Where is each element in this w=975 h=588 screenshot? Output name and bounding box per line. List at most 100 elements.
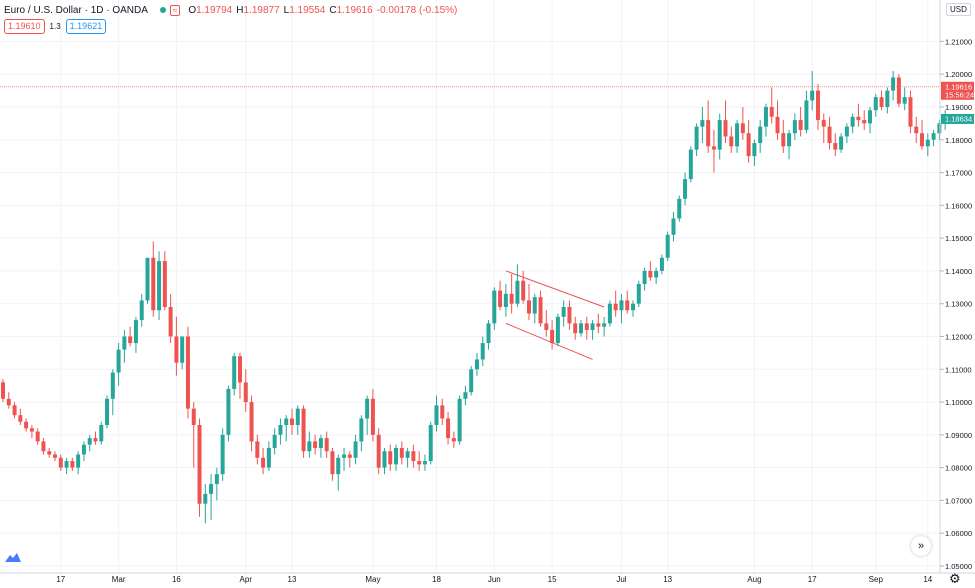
candle-body bbox=[110, 372, 115, 399]
candle bbox=[723, 100, 728, 144]
candle-body bbox=[290, 418, 294, 426]
candle bbox=[740, 106, 745, 140]
candle bbox=[116, 343, 121, 386]
candle bbox=[544, 310, 549, 337]
ohlc-open: O1.19794 bbox=[188, 4, 233, 16]
candle-body bbox=[544, 323, 549, 330]
candle-body bbox=[405, 451, 410, 458]
candle-body bbox=[503, 293, 508, 307]
y-tick-label: 1.13000 bbox=[945, 300, 972, 309]
candle-body bbox=[185, 336, 190, 409]
tradingview-logo-icon[interactable] bbox=[4, 551, 22, 563]
candle-body bbox=[174, 336, 179, 363]
candle-body bbox=[821, 120, 826, 127]
candle-body bbox=[509, 293, 514, 304]
candle bbox=[226, 385, 231, 442]
candle bbox=[596, 313, 601, 334]
scroll-to-realtime-button[interactable]: » bbox=[911, 536, 931, 556]
candle bbox=[278, 418, 283, 445]
candle-body bbox=[683, 179, 688, 199]
candle bbox=[272, 428, 277, 455]
candle-body bbox=[763, 106, 768, 127]
candle-body bbox=[93, 438, 98, 442]
candle bbox=[399, 441, 404, 465]
candle bbox=[931, 129, 936, 147]
candle-body bbox=[365, 398, 370, 419]
candle bbox=[879, 90, 884, 111]
currency-label[interactable]: USD bbox=[946, 3, 971, 16]
candle-body bbox=[648, 270, 653, 278]
compare-icon[interactable]: ≈ bbox=[169, 4, 181, 16]
candle bbox=[307, 431, 312, 458]
candle bbox=[706, 100, 711, 153]
candle bbox=[370, 388, 375, 442]
candle-body bbox=[879, 97, 884, 107]
quote-row: 1.19610 1.3 1.19621 bbox=[4, 19, 107, 34]
gear-icon[interactable]: ⚙ bbox=[949, 571, 961, 586]
candle-body bbox=[336, 457, 341, 475]
price-axis[interactable]: 1.05000 1.06000 1.07000 1.08000 1.09000 1.100… bbox=[940, 37, 972, 571]
sell-price-button[interactable]: 1.19610 bbox=[4, 19, 45, 34]
candle-body bbox=[353, 441, 358, 458]
candle bbox=[873, 93, 878, 117]
candle bbox=[925, 133, 930, 157]
symbol-title[interactable]: Euro / U.S. Dollar · 1D · OANDA bbox=[4, 4, 148, 16]
candle-body bbox=[694, 126, 699, 150]
candle-body bbox=[810, 90, 815, 101]
candle-body bbox=[873, 97, 878, 111]
candle bbox=[636, 280, 641, 307]
candle-body bbox=[47, 451, 52, 455]
candle-body bbox=[463, 392, 468, 399]
candle bbox=[388, 444, 393, 471]
candle bbox=[35, 428, 40, 445]
candle-body bbox=[787, 133, 792, 147]
candle bbox=[631, 300, 636, 317]
candle bbox=[688, 146, 693, 183]
candle-body bbox=[729, 136, 734, 147]
y-tick-label: 1.18000 bbox=[945, 136, 972, 145]
marker-price-tag-bg bbox=[941, 113, 974, 124]
time-axis[interactable]: b17Mar16Apr13May18Jun15Jul13Aug17Sep14 bbox=[0, 575, 933, 584]
candle-body bbox=[688, 149, 693, 180]
market-status-icon bbox=[159, 7, 166, 13]
candle-body bbox=[700, 120, 705, 127]
candle-body bbox=[6, 398, 11, 406]
candle-body bbox=[278, 425, 283, 435]
candle bbox=[105, 395, 110, 429]
candle bbox=[168, 293, 173, 344]
x-tick-label: 15 bbox=[548, 575, 557, 584]
candle bbox=[446, 411, 451, 445]
candle bbox=[214, 467, 219, 501]
candle bbox=[665, 231, 670, 262]
candle-body bbox=[330, 451, 335, 475]
candle bbox=[99, 421, 104, 445]
candle bbox=[532, 293, 537, 324]
candle-body bbox=[844, 126, 849, 137]
y-tick-label: 1.06000 bbox=[945, 529, 972, 538]
candle bbox=[191, 402, 196, 468]
ohlc-change: -0.00178 (-0.15%) bbox=[376, 4, 458, 16]
marker-price-tag: 1.18634 bbox=[941, 113, 974, 124]
candle-body bbox=[359, 418, 364, 442]
price-channel-drawing[interactable] bbox=[505, 270, 605, 360]
candle bbox=[908, 90, 913, 134]
candle-body bbox=[677, 198, 682, 219]
candle bbox=[509, 274, 514, 314]
ohlc-high-value: 1.19877 bbox=[243, 4, 280, 16]
candle bbox=[619, 293, 624, 324]
candle-body bbox=[191, 408, 196, 426]
candle bbox=[613, 290, 618, 317]
candle bbox=[70, 457, 75, 471]
candle bbox=[827, 116, 832, 150]
candle bbox=[781, 120, 786, 153]
candle-body bbox=[295, 408, 300, 426]
candle-body bbox=[596, 323, 601, 327]
x-tick-label: 18 bbox=[432, 575, 441, 584]
candle bbox=[573, 316, 578, 340]
buy-price-button[interactable]: 1.19621 bbox=[65, 19, 107, 34]
x-tick-label: Aug bbox=[747, 575, 761, 584]
candle bbox=[769, 87, 774, 124]
x-tick-label: May bbox=[365, 575, 380, 584]
